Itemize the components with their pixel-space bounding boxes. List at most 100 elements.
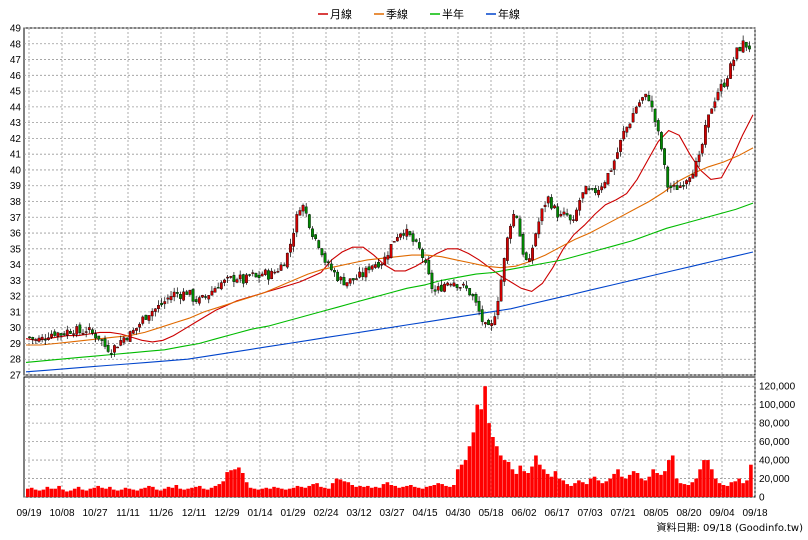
volume-bar	[385, 482, 390, 497]
candle-body	[241, 274, 245, 284]
candle-body	[179, 294, 182, 299]
price-y-tick-label: 30	[10, 323, 22, 334]
volume-bar	[393, 485, 398, 497]
volume-bar	[698, 469, 702, 497]
candle-body	[726, 78, 729, 87]
volume-bar	[749, 464, 753, 497]
volume-bar	[522, 471, 527, 497]
candle-body	[235, 279, 239, 283]
volume-bar	[514, 473, 519, 497]
volume-bar	[237, 467, 241, 497]
volume-bar	[502, 460, 507, 497]
candle-body	[424, 259, 428, 263]
candle-body	[267, 270, 270, 280]
candle-body	[638, 102, 641, 107]
price-y-tick-label: 36	[10, 229, 22, 240]
candle-body	[333, 270, 336, 273]
volume-bar	[350, 485, 355, 497]
candle-body	[641, 97, 644, 101]
x-tick-label: 08/20	[676, 508, 701, 519]
volume-bar	[686, 485, 691, 497]
candle-body	[380, 264, 384, 266]
candle-body	[616, 152, 619, 159]
candle-body	[116, 346, 119, 349]
volume-bar	[745, 480, 749, 497]
volume-bar	[201, 488, 206, 497]
volume-bar	[84, 490, 89, 497]
candle-body	[688, 177, 692, 182]
candle-body	[383, 256, 387, 265]
candle-body	[377, 262, 380, 268]
candle-body	[713, 101, 717, 108]
candle-body	[97, 335, 101, 340]
volume-bar	[362, 486, 366, 497]
candle-body	[329, 263, 333, 271]
volume-bar	[737, 478, 741, 497]
volume-bar	[80, 489, 85, 497]
candle-body	[549, 197, 553, 209]
candle-body	[421, 249, 424, 258]
volume-bar	[194, 486, 198, 497]
volume-bar	[209, 487, 214, 497]
candle-body	[694, 161, 698, 177]
legend-label: 季線	[386, 7, 408, 21]
volume-bar	[659, 474, 663, 497]
volume-bar	[710, 469, 714, 497]
x-tick-label: 12/11	[182, 508, 207, 519]
volume-bar	[389, 485, 394, 497]
candle-body	[710, 108, 714, 114]
volume-bar	[498, 455, 503, 497]
candle-body	[405, 228, 409, 237]
volume-bar	[495, 446, 499, 497]
volume-bar	[248, 487, 253, 497]
chart-legend: 月線 季線 半年 年線	[318, 7, 520, 21]
x-tick-label: 05/18	[478, 508, 503, 519]
candle-body	[540, 208, 544, 222]
x-tick-label: 01/29	[280, 508, 305, 519]
candle-body	[468, 288, 472, 296]
volume-bar	[186, 488, 190, 497]
candle-body	[707, 114, 710, 128]
candle-body	[700, 143, 704, 154]
candle-body	[169, 296, 173, 301]
candle-body	[298, 210, 302, 216]
volume-bar	[76, 486, 81, 497]
volume-bar	[428, 485, 433, 497]
price-y-tick-label: 47	[10, 55, 22, 66]
candle-body	[119, 340, 123, 346]
candle-body	[590, 188, 594, 190]
volume-bar	[424, 486, 429, 497]
x-tick-label: 04/15	[412, 508, 437, 519]
volume-bar	[581, 482, 585, 497]
candle-body	[578, 200, 582, 211]
volume-bar	[123, 487, 128, 497]
volume-bar	[592, 476, 597, 497]
volume-bar	[100, 487, 104, 497]
volume-bar	[440, 484, 444, 497]
volume-bar	[416, 487, 421, 497]
candle-body	[748, 45, 751, 50]
candle-body	[575, 209, 578, 221]
candle-body	[219, 282, 223, 290]
volume-bar	[557, 478, 562, 497]
candle-body	[197, 297, 201, 304]
candle-body	[326, 261, 330, 263]
candle-body	[175, 292, 179, 294]
x-tick-label: 11/26	[149, 508, 174, 519]
candle-body	[446, 282, 450, 286]
candle-body	[100, 339, 104, 341]
volume-bar	[373, 486, 378, 497]
candle-body	[367, 266, 371, 271]
candle-body	[323, 253, 327, 263]
candle-body	[185, 291, 189, 295]
candle-body	[254, 272, 258, 278]
source-label: 資料日期: 09/18 (Goodinfo.tw)	[656, 521, 803, 534]
volume-bar	[104, 488, 108, 497]
volume-bar	[518, 465, 523, 497]
candle-body	[358, 271, 362, 278]
candle-body	[320, 248, 324, 256]
candle-body	[182, 291, 185, 301]
candlesticks	[28, 35, 751, 358]
candle-body	[135, 328, 138, 331]
candle-body	[113, 345, 116, 353]
